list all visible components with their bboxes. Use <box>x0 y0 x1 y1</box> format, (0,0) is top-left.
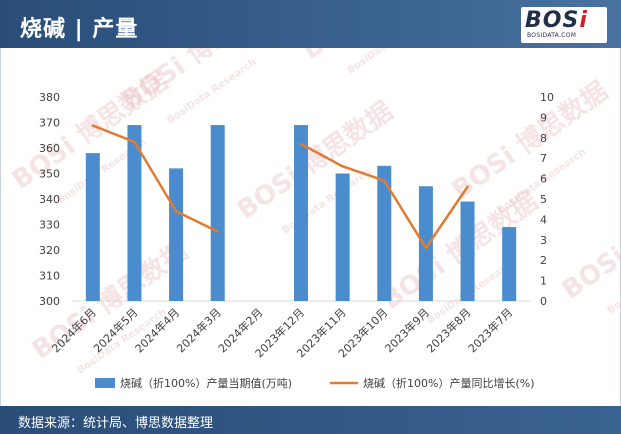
logo-mark-suffix: i <box>579 8 588 33</box>
y-right-tick-label: 8 <box>540 132 547 145</box>
line-point <box>216 230 219 233</box>
y-left-tick-label: 360 <box>39 142 60 155</box>
y-right-tick-label: 2 <box>540 254 547 267</box>
logo-mark: BOSi <box>525 8 588 33</box>
line-point <box>133 140 136 144</box>
bar <box>210 125 225 301</box>
line-point <box>424 246 428 250</box>
brand-logo: BOSi BOSIDATA.COM <box>521 7 607 43</box>
y-right-tick-label: 3 <box>540 234 547 247</box>
legend-swatch-bar <box>95 378 115 388</box>
line-series <box>92 124 219 233</box>
legend-label-line: 烧碱（折100%）产量同比增长(%) <box>363 376 534 390</box>
y-left-tick-label: 310 <box>39 270 60 283</box>
bar <box>85 153 100 301</box>
y-right-tick-label: 7 <box>540 152 547 165</box>
y-right-tick-label: 1 <box>540 275 547 288</box>
logo-subtitle: BOSIDATA.COM <box>527 32 577 39</box>
header-bar: 烧碱 | 产量 BOSi BOSIDATA.COM <box>0 0 621 48</box>
footer-bar: 数据来源：统计局、博思数据整理 <box>0 406 621 434</box>
y-right-tick-label: 5 <box>540 193 547 206</box>
bar <box>127 125 142 301</box>
y-right-tick-label: 9 <box>540 111 547 124</box>
bar <box>418 186 433 301</box>
legend-label-bar: 烧碱（折100%）产量当期值(万吨) <box>120 376 292 390</box>
y-left-tick-label: 340 <box>39 193 60 206</box>
page-title: 烧碱 | 产量 <box>20 17 139 42</box>
y-left-tick-label: 330 <box>39 219 60 232</box>
watermark-subtext: BosiData Research <box>345 48 438 76</box>
line-point <box>466 185 469 188</box>
line-point <box>383 179 386 182</box>
x-tick-label: 2023年7月 <box>465 305 515 355</box>
bar <box>460 201 475 301</box>
bar <box>169 168 184 301</box>
y-left-tick-label: 320 <box>39 244 60 257</box>
data-source-note: 数据来源：统计局、博思数据整理 <box>18 416 214 431</box>
y-right-tick-label: 6 <box>540 173 547 186</box>
line-point <box>91 124 95 127</box>
line-point <box>174 210 178 213</box>
bar <box>294 125 308 301</box>
y-left-tick-label: 380 <box>39 91 60 104</box>
y-right-tick-label: 4 <box>540 213 547 226</box>
y-right-tick-label: 10 <box>540 91 554 104</box>
y-left-tick-label: 300 <box>39 295 60 308</box>
bar <box>377 165 392 301</box>
y-left-tick-label: 370 <box>39 117 60 130</box>
y-right-tick-label: 0 <box>540 295 547 308</box>
bar <box>502 227 517 301</box>
y-left-tick-label: 350 <box>39 168 60 181</box>
logo-mark-prefix: BOS <box>525 8 580 33</box>
bar <box>335 173 350 301</box>
line-point <box>341 165 344 168</box>
line-point <box>299 142 303 146</box>
watermark-text: BOSi 博思数据 <box>557 176 621 305</box>
